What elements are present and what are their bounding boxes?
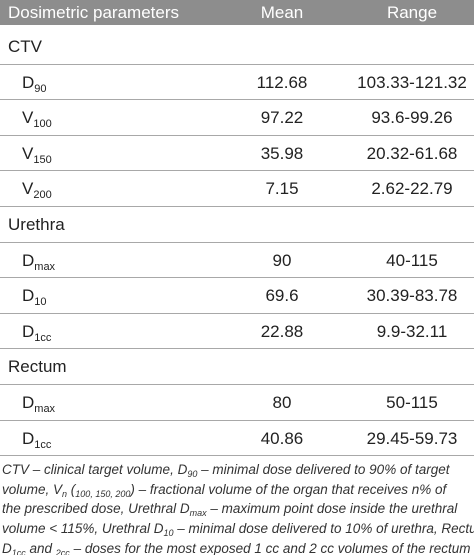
table-row: D1cc 40.86 29.45-59.73 xyxy=(0,421,474,457)
footnote-subscript: 2cc xyxy=(55,547,70,555)
range-value: 93.6-99.26 xyxy=(371,108,453,128)
parameter-subscript: 150 xyxy=(33,153,52,166)
footnote-line: volume, Vn (100, 150, 200) – fractional … xyxy=(2,480,474,505)
footnote-subscript: 100, 150, 200 xyxy=(75,488,131,499)
table-row: V100 97.22 93.6-99.26 xyxy=(0,100,474,136)
footnote-subscript: n xyxy=(62,488,68,499)
footnote-text: – doses for the most exposed 1 cc and 2 … xyxy=(69,540,471,555)
range-value: 20.32-61.68 xyxy=(366,143,458,163)
section-label: CTV xyxy=(8,37,42,56)
footnote-line: D1cc and 2cc – doses for the most expose… xyxy=(2,539,474,555)
parameter: V200 xyxy=(22,171,52,213)
table-row: Dmax 80 50-115 xyxy=(0,385,474,421)
mean-value: 90 xyxy=(272,250,292,270)
table-row: D1cc 22.88 9.9-32.11 xyxy=(0,314,474,350)
mean-value: 22.88 xyxy=(260,321,304,341)
parameter-symbol: D xyxy=(22,72,35,92)
footnote-text: the prescribed dose, Urethral D xyxy=(2,501,190,517)
mean-value: 112.68 xyxy=(256,72,308,92)
range-value: 29.45-59.73 xyxy=(366,428,458,448)
footnote-subscript: max xyxy=(189,508,207,519)
parameter-symbol: D xyxy=(22,428,35,448)
header-cell: Range xyxy=(386,3,438,22)
footnote-text: and xyxy=(25,540,56,555)
parameter: D1cc xyxy=(22,314,51,356)
parameter-symbol: D xyxy=(22,321,35,341)
footnote-text: ( xyxy=(67,481,76,497)
parameter-subscript: 90 xyxy=(34,82,47,95)
parameter: D10 xyxy=(22,278,47,320)
parameter-subscript: 1cc xyxy=(34,331,52,344)
table-row: Urethra xyxy=(0,207,474,243)
section-label: Urethra xyxy=(8,215,65,234)
footnote-line: the prescribed dose, Urethral Dmax – max… xyxy=(2,499,474,524)
table-row: CTV xyxy=(0,29,474,65)
parameter-subscript: 200 xyxy=(33,189,52,202)
table-header: Dosimetric parameters Mean Range xyxy=(0,0,474,25)
footnote-text: – minimal dose delivered to 10% of ureth… xyxy=(173,521,474,536)
mean-value: 40.86 xyxy=(260,428,304,448)
header-cell: Dosimetric parameters xyxy=(8,3,179,22)
footnote-text: – maximum point dose inside the urethral xyxy=(206,501,458,517)
range-value: 30.39-83.78 xyxy=(366,286,458,306)
table-row: V150 35.98 20.32-61.68 xyxy=(0,136,474,172)
footnote-subscript: 1cc xyxy=(11,547,26,555)
parameter-subscript: 100 xyxy=(33,118,52,131)
table-row: V200 7.15 2.62-22.79 xyxy=(0,171,474,207)
range-value: 40-115 xyxy=(386,250,438,270)
table-row: D10 69.6 30.39-83.78 xyxy=(0,278,474,314)
parameter-subscript: 10 xyxy=(34,296,47,309)
parameter: V100 xyxy=(22,100,52,142)
footnote-text: ) – fractional volume of the organ that … xyxy=(130,481,447,497)
footnote-subscript: 90 xyxy=(187,469,198,480)
header-cell: Mean xyxy=(260,3,304,22)
parameter-symbol: V xyxy=(22,108,34,128)
footnote-text: D xyxy=(2,540,12,555)
section-label: Rectum xyxy=(8,357,67,377)
mean-value: 35.98 xyxy=(260,143,304,163)
parameter-symbol: V xyxy=(22,143,34,163)
parameter-symbol: D xyxy=(22,286,35,306)
footnote-text: volume, V xyxy=(2,481,63,497)
range-value: 50-115 xyxy=(386,393,438,412)
mean-value: 80 xyxy=(272,393,292,412)
table-row: D90 112.68 103.33-121.32 xyxy=(0,65,474,101)
parameter: Dmax xyxy=(22,385,55,427)
footnote-text: volume < 115%, Urethral D xyxy=(2,521,164,536)
parameter-symbol: D xyxy=(22,393,35,412)
table-row: Dmax 90 40-115 xyxy=(0,243,474,279)
parameter-symbol: V xyxy=(22,179,34,199)
range-value: 103.33-121.32 xyxy=(357,72,467,92)
table-row: Rectum xyxy=(0,349,474,385)
parameter-subscript: 1cc xyxy=(34,438,52,451)
range-value: 2.62-22.79 xyxy=(371,179,453,199)
parameter-subscript: max xyxy=(34,260,56,273)
parameter: D1cc xyxy=(22,421,51,463)
footnote-text: CTV – clinical target volume, D xyxy=(2,462,188,478)
parameter-symbol: D xyxy=(22,250,35,270)
mean-value: 7.15 xyxy=(265,179,299,199)
parameter: Dmax xyxy=(22,243,55,285)
footnote-text: – minimal dose delivered to 90% of targe… xyxy=(197,462,450,478)
parameter-subscript: max xyxy=(34,403,56,415)
footnote-line: volume < 115%, Urethral D10 – minimal do… xyxy=(2,519,474,544)
footnote-line: CTV – clinical target volume, D90 – mini… xyxy=(2,460,474,485)
mean-value: 97.22 xyxy=(260,108,304,128)
range-value: 9.9-32.11 xyxy=(376,321,448,341)
footnote-subscript: 10 xyxy=(163,528,174,538)
parameter: V150 xyxy=(22,136,52,178)
mean-value: 69.6 xyxy=(265,286,299,306)
parameter: D90 xyxy=(22,65,47,107)
